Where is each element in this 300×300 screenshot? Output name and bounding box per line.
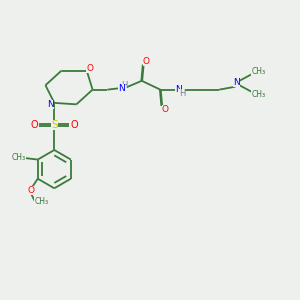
Text: H: H xyxy=(121,81,127,90)
Text: CH₃: CH₃ xyxy=(34,196,48,206)
Text: S: S xyxy=(51,120,58,130)
Text: H: H xyxy=(179,89,185,98)
Text: O: O xyxy=(70,120,78,130)
Text: N: N xyxy=(118,84,124,93)
Text: O: O xyxy=(143,57,150,66)
Text: O: O xyxy=(31,120,38,130)
Text: N: N xyxy=(233,78,240,87)
Text: O: O xyxy=(86,64,93,73)
Text: N: N xyxy=(47,100,54,109)
Text: O: O xyxy=(28,186,34,195)
Text: CH₃: CH₃ xyxy=(251,68,266,76)
Text: CH₃: CH₃ xyxy=(251,90,266,99)
Text: O: O xyxy=(161,105,169,114)
Text: N: N xyxy=(175,85,182,94)
Text: CH₃: CH₃ xyxy=(12,153,26,162)
